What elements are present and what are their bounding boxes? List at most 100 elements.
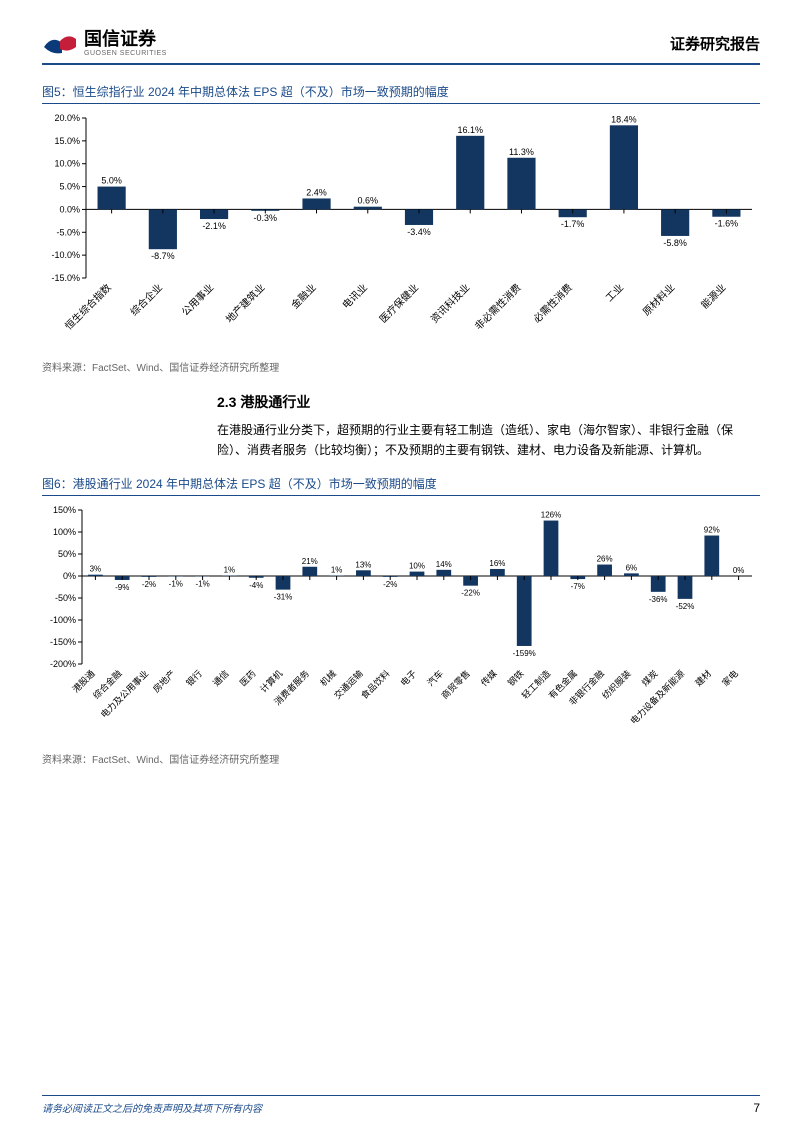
chart-6-caption: 图6：港股通行业 2024 年中期总体法 EPS 超（不及）市场一致预期的幅度 — [42, 475, 760, 496]
logo-text-en: GUOSEN SECURITIES — [84, 50, 167, 57]
svg-text:6%: 6% — [626, 563, 638, 572]
svg-text:电力及公用事业: 电力及公用事业 — [98, 667, 150, 719]
svg-text:26%: 26% — [597, 554, 613, 563]
svg-text:恒生综合指数: 恒生综合指数 — [62, 281, 114, 333]
svg-text:汽车: 汽车 — [425, 667, 446, 688]
svg-text:10.0%: 10.0% — [54, 159, 80, 169]
svg-text:-15.0%: -15.0% — [51, 273, 80, 283]
svg-text:金融业: 金融业 — [288, 281, 318, 311]
svg-text:-200%: -200% — [50, 659, 76, 669]
svg-text:10%: 10% — [409, 561, 425, 570]
svg-text:非必需性消费: 非必需性消费 — [472, 281, 524, 333]
svg-text:能源业: 能源业 — [698, 281, 728, 311]
svg-text:16.1%: 16.1% — [457, 125, 483, 135]
svg-text:-5.8%: -5.8% — [663, 238, 687, 248]
svg-text:机械: 机械 — [317, 667, 338, 688]
svg-text:原材料业: 原材料业 — [640, 281, 677, 318]
svg-text:建材: 建材 — [693, 667, 714, 688]
svg-text:1%: 1% — [331, 565, 343, 574]
svg-text:-52%: -52% — [676, 602, 695, 611]
svg-text:18.4%: 18.4% — [611, 114, 637, 124]
chart-6-source: 资料来源：FactSet、Wind、国信证券经济研究所整理 — [42, 751, 760, 766]
svg-text:-4%: -4% — [249, 581, 263, 590]
svg-text:地产建筑业: 地产建筑业 — [223, 281, 268, 326]
svg-text:传媒: 传媒 — [478, 667, 499, 688]
svg-text:-7%: -7% — [571, 582, 585, 591]
logo-icon — [42, 31, 78, 57]
svg-text:-1.7%: -1.7% — [561, 219, 585, 229]
svg-text:资讯科技业: 资讯科技业 — [428, 281, 473, 326]
svg-text:食品饮料: 食品饮料 — [358, 667, 391, 700]
svg-text:电讯业: 电讯业 — [339, 281, 369, 311]
svg-text:2.4%: 2.4% — [306, 187, 327, 197]
logo-text-cn: 国信证券 — [84, 30, 167, 48]
svg-text:电子: 电子 — [398, 667, 419, 688]
svg-text:-150%: -150% — [50, 637, 76, 647]
svg-text:13%: 13% — [355, 560, 371, 569]
chart-5-caption: 图5：恒生综指行业 2024 年中期总体法 EPS 超（不及）市场一致预期的幅度 — [42, 83, 760, 104]
svg-text:0.6%: 0.6% — [358, 196, 379, 206]
svg-text:通信: 通信 — [210, 667, 231, 688]
svg-text:11.3%: 11.3% — [509, 147, 534, 157]
svg-text:纺织服装: 纺织服装 — [600, 667, 633, 700]
svg-text:医疗保健业: 医疗保健业 — [377, 281, 422, 326]
svg-text:房地产: 房地产 — [150, 667, 177, 694]
svg-text:-2%: -2% — [142, 580, 156, 589]
svg-text:综合企业: 综合企业 — [127, 281, 164, 318]
svg-text:-10.0%: -10.0% — [51, 250, 80, 260]
page-header: 国信证券 GUOSEN SECURITIES 证券研究报告 — [42, 30, 760, 65]
svg-text:-0.3%: -0.3% — [254, 213, 278, 223]
svg-text:家电: 家电 — [719, 667, 740, 688]
svg-text:-50%: -50% — [55, 593, 76, 603]
svg-text:-9%: -9% — [115, 583, 129, 592]
svg-text:-22%: -22% — [461, 588, 480, 597]
section-title: 2.3 港股通行业 — [217, 392, 760, 412]
svg-text:-1.6%: -1.6% — [715, 219, 739, 229]
svg-text:-3.4%: -3.4% — [407, 227, 431, 237]
svg-text:-8.7%: -8.7% — [151, 251, 175, 261]
svg-text:医药: 医药 — [238, 668, 258, 688]
svg-text:港股通: 港股通 — [70, 667, 97, 694]
svg-text:商贸零售: 商贸零售 — [439, 667, 472, 700]
svg-text:-36%: -36% — [649, 595, 668, 604]
logo: 国信证券 GUOSEN SECURITIES — [42, 30, 167, 57]
svg-text:-159%: -159% — [513, 649, 536, 658]
chart-6: -200%-150%-100%-50%0%50%100%150%3%港股通-9%… — [42, 502, 760, 747]
svg-text:14%: 14% — [436, 560, 452, 569]
svg-text:钢铁: 钢铁 — [505, 667, 526, 688]
svg-text:16%: 16% — [489, 559, 505, 568]
svg-text:-1%: -1% — [169, 579, 183, 588]
svg-text:21%: 21% — [302, 557, 318, 566]
svg-text:计算机: 计算机 — [258, 667, 285, 694]
chart-5: -15.0% -10.0% -5.0% 0.0% 5.0% 10.0% 15.0% 20.0%… — [42, 110, 760, 355]
svg-text:1%: 1% — [224, 565, 236, 574]
svg-text:92%: 92% — [704, 525, 720, 534]
svg-text:15.0%: 15.0% — [54, 136, 80, 146]
svg-text:126%: 126% — [541, 510, 561, 519]
svg-text:-100%: -100% — [50, 615, 76, 625]
svg-text:0%: 0% — [63, 571, 76, 581]
svg-text:-5.0%: -5.0% — [56, 227, 80, 237]
svg-text:必需性消费: 必需性消费 — [530, 281, 575, 326]
svg-text:0%: 0% — [733, 566, 745, 575]
section-body: 在港股通行业分类下，超预期的行业主要有轻工制造（造纸）、家电（海尔智家）、非银行… — [217, 420, 750, 461]
svg-text:-2%: -2% — [383, 580, 397, 589]
footer-disclaimer: 请务必阅读正文之后的免责声明及其项下所有内容 — [42, 1100, 262, 1115]
report-type: 证券研究报告 — [670, 33, 760, 54]
svg-text:0.0%: 0.0% — [59, 204, 80, 214]
svg-text:-31%: -31% — [274, 592, 293, 601]
svg-text:5.0%: 5.0% — [101, 176, 122, 186]
svg-text:20.0%: 20.0% — [54, 113, 80, 123]
chart-5-source: 资料来源：FactSet、Wind、国信证券经济研究所整理 — [42, 359, 760, 374]
svg-text:煤炭: 煤炭 — [639, 667, 660, 688]
svg-text:5.0%: 5.0% — [59, 182, 80, 192]
svg-text:公用事业: 公用事业 — [179, 281, 216, 318]
svg-text:100%: 100% — [53, 527, 76, 537]
svg-text:-2.1%: -2.1% — [202, 221, 226, 231]
svg-text:-1%: -1% — [195, 579, 209, 588]
svg-text:工业: 工业 — [603, 282, 626, 305]
svg-text:银行: 银行 — [183, 667, 204, 688]
svg-text:50%: 50% — [58, 549, 76, 559]
page-footer: 请务必阅读正文之后的免责声明及其项下所有内容 7 — [42, 1095, 760, 1115]
svg-text:150%: 150% — [53, 505, 76, 515]
